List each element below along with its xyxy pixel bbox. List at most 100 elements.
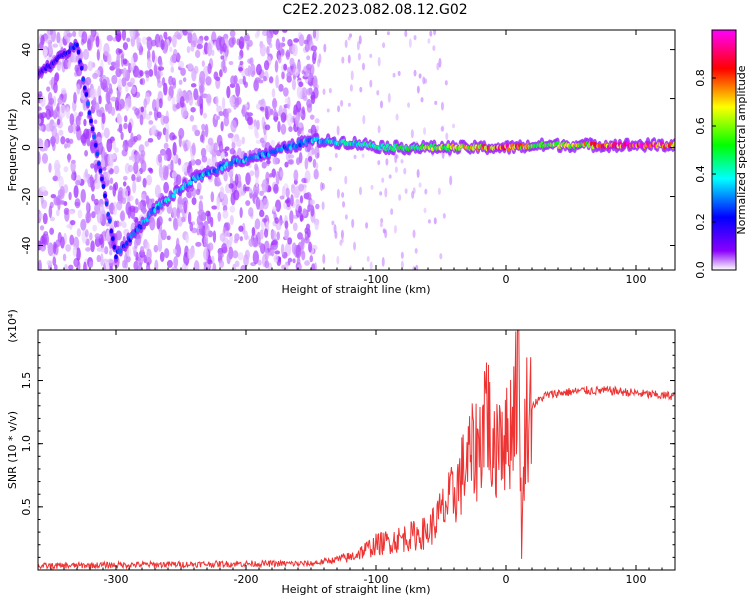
heatmap-cell (175, 53, 181, 60)
heatmap-cell (259, 229, 264, 240)
heatmap-cell (193, 260, 200, 270)
ridge-cell (114, 254, 118, 260)
heatmap-cell (203, 112, 207, 119)
heatmap-cells (38, 30, 456, 270)
heatmap-cell (137, 201, 143, 211)
heatmap-cell (442, 212, 446, 219)
heatmap-cell (362, 114, 366, 125)
heatmap-cell (233, 238, 239, 244)
heatmap-cell (222, 65, 228, 74)
heatmap-cell (217, 211, 222, 222)
heatmap-cell (40, 112, 47, 119)
heatmap-cell (163, 181, 169, 194)
heatmap-cell (94, 233, 101, 239)
heatmap-cell (106, 53, 112, 66)
heatmap-cell (321, 201, 325, 211)
heatmap-cell (49, 216, 56, 222)
heatmap-cell (200, 147, 207, 158)
heatmap-cell (245, 200, 251, 206)
heatmap-cell (117, 78, 123, 93)
y-tick-label: -40 (20, 237, 33, 255)
y-tick-label: 0.5 (20, 498, 33, 516)
heatmap-cell (105, 90, 111, 104)
heatmap-cell (120, 131, 124, 141)
heatmap-cell (262, 218, 268, 223)
heatmap-cell (130, 132, 134, 146)
heatmap-cell (72, 245, 77, 257)
heatmap-cell (370, 184, 374, 190)
heatmap-cell (96, 209, 103, 224)
heatmap-cell (286, 112, 293, 127)
heatmap-cell (130, 77, 135, 85)
heatmap-cell (181, 263, 187, 270)
heatmap-cell (134, 151, 141, 164)
heatmap-cell (234, 97, 240, 108)
heatmap-cell (157, 153, 162, 163)
heatmap-cell (108, 83, 113, 94)
ridge-cell (111, 236, 115, 242)
heatmap-cell (287, 237, 293, 245)
heatmap-cell (224, 146, 230, 151)
heatmap-cell (237, 252, 244, 261)
heatmap-cell (175, 237, 180, 252)
heatmap-cell (231, 141, 236, 150)
heatmap-cell (59, 185, 65, 200)
heatmap-cell (377, 56, 381, 67)
heatmap-cell (358, 35, 362, 45)
heatmap-cell (186, 45, 191, 54)
heatmap-cell (270, 229, 277, 240)
heatmap-cell (438, 57, 442, 68)
heatmap-cell (108, 203, 115, 212)
heatmap-cell (48, 42, 53, 56)
heatmap-cell (38, 106, 42, 111)
heatmap-cell (199, 103, 204, 116)
heatmap-cell (176, 207, 180, 220)
heatmap-cell (150, 198, 155, 204)
heatmap-cell (122, 188, 129, 200)
heatmap-cell (56, 118, 61, 126)
heatmap-cell (397, 70, 401, 76)
heatmap-cell (203, 234, 209, 248)
heatmap-cell (46, 86, 51, 92)
heatmap-cell (53, 264, 58, 270)
heatmap-cell (234, 260, 240, 268)
heatmap-cell (239, 60, 244, 66)
heatmap-cell (52, 256, 57, 267)
heatmap-cell (255, 176, 259, 188)
heatmap-cell (38, 41, 44, 50)
heatmap-cell (51, 125, 58, 139)
heatmap-cell (386, 31, 390, 36)
heatmap-cell (264, 124, 271, 131)
heatmap-cell (379, 100, 383, 109)
heatmap-cell (424, 188, 428, 195)
heatmap-cell (382, 42, 386, 49)
ridge-cell (139, 224, 143, 230)
heatmap-cell (92, 224, 98, 232)
heatmap-cell (47, 242, 54, 257)
heatmap-cell (197, 95, 201, 107)
heatmap-cell (233, 189, 240, 201)
heatmap-cell (90, 240, 95, 253)
heatmap-cell (301, 106, 305, 115)
heatmap-cell (270, 108, 274, 116)
heatmap-cell (216, 105, 223, 114)
heatmap-cell (444, 80, 448, 86)
heatmap-cell (39, 243, 47, 252)
heatmap-cell (62, 253, 67, 262)
heatmap-cell (238, 78, 245, 85)
x-tick-label: 100 (626, 273, 647, 286)
heatmap-cell (199, 70, 206, 85)
heatmap-cell (395, 113, 399, 121)
x-tick-label: -200 (234, 573, 259, 586)
heatmap-cell (91, 211, 96, 219)
heatmap-cell (307, 75, 312, 83)
heatmap-cell (121, 197, 127, 205)
heatmap-cell (93, 198, 99, 206)
heatmap-cell (259, 190, 264, 196)
heatmap-cell (211, 49, 215, 56)
ridge-cell (75, 42, 79, 48)
heatmap-cell (154, 259, 159, 270)
heatmap-cell (288, 126, 293, 132)
heatmap-cell (215, 181, 222, 187)
heatmap-cell (290, 194, 294, 207)
